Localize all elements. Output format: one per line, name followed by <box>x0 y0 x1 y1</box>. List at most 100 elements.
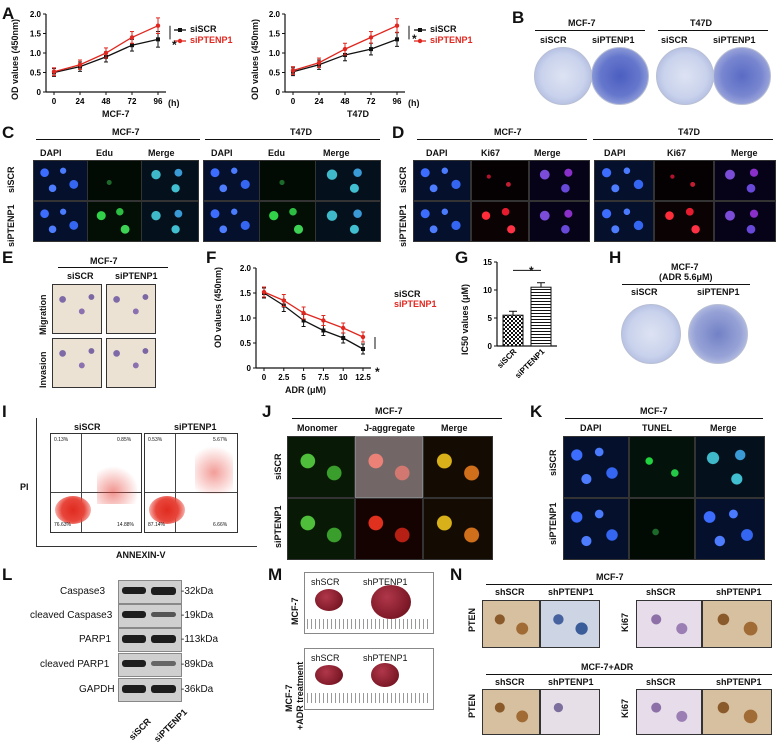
micrograph <box>287 436 355 498</box>
panel-label-d: D <box>392 123 405 142</box>
micrograph <box>471 201 529 242</box>
a2-ylabel: OD values (450nm) <box>250 18 260 100</box>
c-row: siPTENP1 <box>6 204 16 247</box>
micrograph <box>695 498 765 560</box>
b-cell2: T47D <box>690 18 713 28</box>
m-c1: shSCR <box>311 577 340 587</box>
colony-dish <box>713 47 771 105</box>
panel-label-m: M <box>268 565 283 584</box>
a1-significance: * <box>172 38 177 52</box>
i-q: 14.88% <box>117 522 134 528</box>
data-point <box>360 334 366 340</box>
tumor <box>315 665 343 685</box>
i-siscr: siSCR <box>74 422 101 432</box>
g-ylabel: IC50 values (μM) <box>460 283 470 355</box>
h-line <box>622 284 750 285</box>
micrograph <box>259 160 316 201</box>
data-point <box>342 46 348 52</box>
d-cell2: T47D <box>678 127 701 137</box>
y-tick-label: 1.5 <box>240 289 252 298</box>
n-col: shPTENP1 <box>716 587 762 597</box>
micrograph <box>413 201 471 242</box>
e-row: Invasion <box>38 351 48 388</box>
d-cell1: MCF-7 <box>494 127 522 137</box>
micrograph <box>654 160 714 201</box>
blot-band <box>151 635 176 643</box>
y-tick-label: 1.5 <box>30 30 42 39</box>
d-col: DAPI <box>604 148 626 158</box>
l-lane: siPTENP1 <box>152 706 190 744</box>
micrograph <box>33 201 88 242</box>
x-tick-label: 96 <box>393 97 402 106</box>
n-row: Ki67 <box>620 612 630 632</box>
data-point <box>103 50 109 56</box>
blot-band <box>122 660 146 667</box>
chart-f: 0 0.5 1.0 1.5 2.0 0 2.5 5 7.5 10 12.5 <box>240 264 376 382</box>
data-point <box>77 62 83 67</box>
n-bottom: MCF-7+ADR <box>581 662 634 672</box>
j-cell: MCF-7 <box>375 406 403 416</box>
x-tick-label: 48 <box>341 97 350 106</box>
micrograph <box>259 201 316 242</box>
micrograph <box>636 600 702 648</box>
panel-a-charts: 0 0.5 1.0 1.5 2.0 0 24 48 72 96 0 0.5 1.0 1.5 2.0 0 24 4… <box>30 10 426 106</box>
k-row: siPTENP1 <box>548 502 558 545</box>
data-point <box>368 35 374 40</box>
f-significance: * <box>375 365 380 379</box>
legend-marker <box>178 28 182 32</box>
data-point <box>316 60 322 65</box>
y-tick-label: 1.5 <box>269 30 281 39</box>
y-tick-label: 0 <box>247 364 252 373</box>
y-tick-label: 1.0 <box>30 49 42 58</box>
micrograph <box>540 600 600 648</box>
data-point <box>321 318 326 323</box>
n-col: shPTENP1 <box>548 587 594 597</box>
l-size: -113kDa <box>181 634 219 645</box>
n-col: shPTENP1 <box>548 677 594 687</box>
blot-band <box>122 611 146 618</box>
panel-label-n: N <box>450 565 463 584</box>
y-tick-label: 0 <box>37 88 42 97</box>
k-col: DAPI <box>580 423 602 433</box>
d-col: DAPI <box>426 148 448 158</box>
h-siptenp1: siPTENP1 <box>697 287 740 297</box>
micrograph <box>203 201 260 242</box>
f-ylabel: OD values (450nm) <box>213 266 223 348</box>
c-line2 <box>205 139 380 140</box>
y-tick-label: 2.0 <box>240 264 252 273</box>
micrograph <box>315 201 381 242</box>
k-col: TUNEL <box>642 423 672 433</box>
n-col: shSCR <box>646 587 676 597</box>
data-point <box>130 43 134 48</box>
micrograph <box>315 160 381 201</box>
data-point <box>394 23 400 28</box>
f-legend-siptenp1: siPTENP1 <box>394 299 437 309</box>
k-row: siSCR <box>548 449 558 476</box>
n-line1 <box>486 584 772 585</box>
c-col: Merge <box>323 148 350 158</box>
data-point <box>301 318 306 323</box>
data-point <box>301 310 306 316</box>
panel-label-k: K <box>530 402 543 421</box>
a1-xunit: (h) <box>168 98 180 108</box>
micrograph <box>529 160 590 201</box>
b-line1 <box>535 30 645 31</box>
x-tick-label: 72 <box>128 97 137 106</box>
chart-a-mcf7: 0 0.5 1.0 1.5 2.0 0 24 48 72 96 <box>30 10 171 106</box>
micrograph <box>563 498 629 560</box>
l-protein: GAPDH <box>79 684 115 695</box>
y-tick-label: 0 <box>276 88 281 97</box>
j-row: siPTENP1 <box>273 505 283 548</box>
d-col: Merge <box>731 148 758 158</box>
c-col: DAPI <box>211 148 233 158</box>
h-cell: MCF-7 <box>671 262 699 272</box>
x-tick-label: 96 <box>154 97 163 106</box>
y-tick-label: 0.5 <box>240 339 252 348</box>
b-mcf-siptenp1: siPTENP1 <box>592 35 635 45</box>
c-col: DAPI <box>40 148 62 158</box>
a1-xlabel: MCF-7 <box>102 109 130 119</box>
colony-dish <box>591 47 649 105</box>
n-row: PTEN <box>467 607 477 632</box>
data-point <box>361 347 365 351</box>
data-point <box>341 325 346 331</box>
